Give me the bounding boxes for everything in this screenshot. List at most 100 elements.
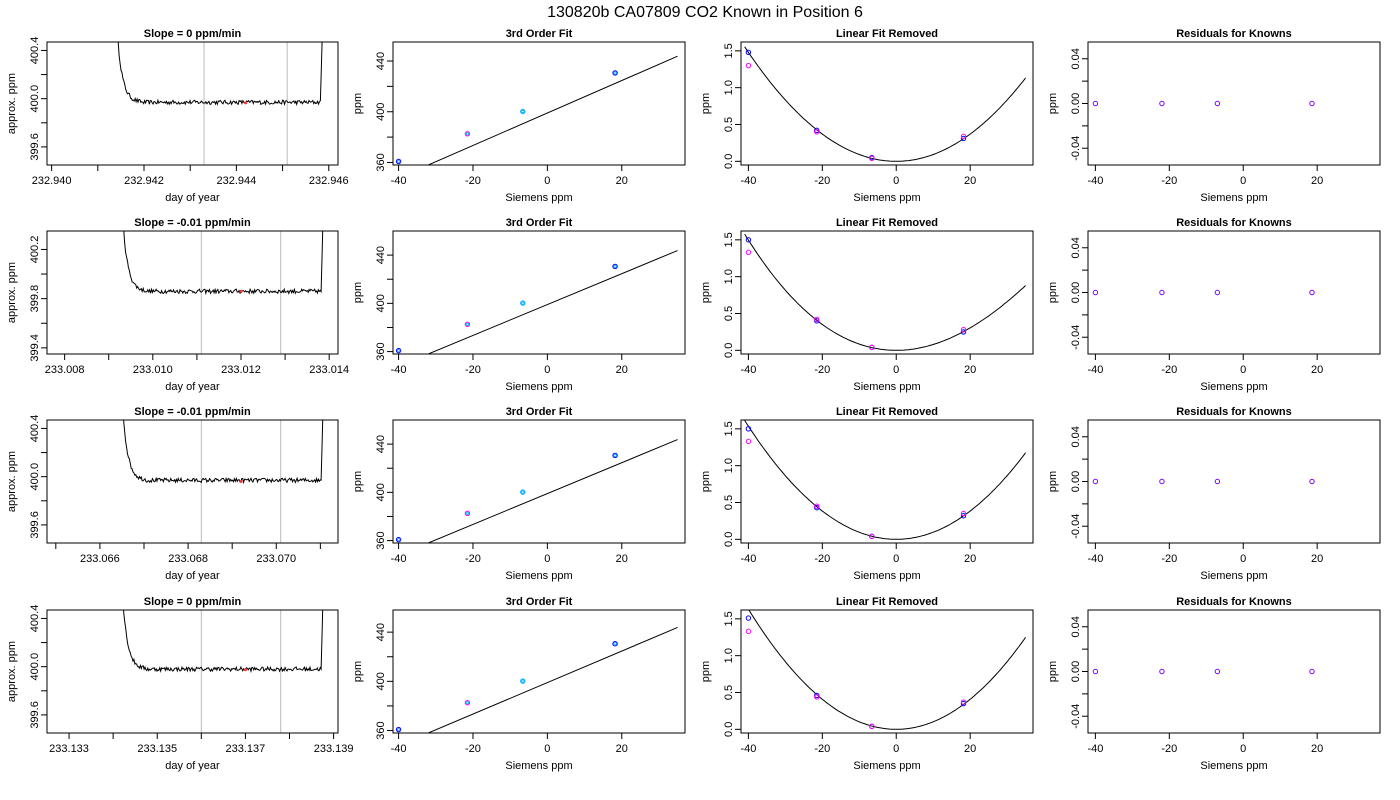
data-point (1159, 478, 1165, 485)
x-tick-label: -40 (740, 553, 756, 565)
y-tick-label: 0.5 (723, 495, 735, 510)
y-axis-label: ppm (352, 282, 364, 303)
fit-line (426, 250, 678, 354)
y-tick-label: 0.5 (723, 306, 735, 321)
data-point-inner (521, 301, 525, 305)
data-point (1309, 289, 1315, 296)
y-axis-label: approx. ppm (6, 451, 18, 512)
x-tick-label: -40 (391, 743, 407, 755)
y-tick-label: 400.0 (29, 463, 41, 491)
x-tick-label: -20 (465, 553, 481, 565)
panel-title: Slope = -0.01 ppm/min (134, 406, 251, 418)
data-point-inner (465, 132, 469, 136)
x-tick-label: -40 (740, 364, 756, 376)
panel-r3-c3: Linear Fit Removed -40 -20 0 20 0.0 0.5 1.0 1.5 S… (700, 406, 1034, 582)
x-tick-label: 0 (893, 743, 899, 755)
data-point-alt (869, 344, 875, 351)
data-point (1214, 100, 1221, 107)
data-point (520, 108, 526, 115)
x-tick-label: -40 (391, 364, 407, 376)
data-point (1092, 100, 1099, 107)
data-point (1309, 478, 1315, 485)
data-point-inner (613, 642, 617, 646)
plot-area (123, 231, 324, 354)
data-point (1309, 100, 1315, 107)
x-tick-label: -20 (814, 175, 830, 187)
plot-area (123, 420, 324, 543)
panel-r4-c3: Linear Fit Removed -40 -20 0 20 0.0 0.5 1.0 1.5 S… (700, 596, 1034, 772)
trace-marker (243, 668, 247, 672)
data-point (1309, 668, 1315, 675)
y-axis-label: approx. ppm (6, 262, 18, 323)
data-point-alt (869, 723, 875, 730)
series-trace (123, 231, 324, 296)
x-axis-label: day of year (165, 760, 220, 772)
y-tick-label: 399.6 (29, 133, 41, 161)
panel-r1-c1: Slope = 0 ppm/min 232.940 232.942 232.944 23… (6, 28, 349, 204)
x-tick-label: 20 (616, 743, 628, 755)
panel-title: Residuals for Knowns (1176, 217, 1292, 229)
x-axis-label: Siemens ppm (853, 192, 920, 204)
x-tick-label: 233.012 (221, 364, 261, 376)
data-point-inner (521, 490, 525, 494)
data-point (1159, 100, 1165, 107)
y-tick-label: 1.0 (723, 648, 735, 663)
x-axis-label: Siemens ppm (1200, 192, 1267, 204)
panel-title: Residuals for Knowns (1176, 406, 1292, 418)
data-point-alt (960, 510, 967, 517)
data-point (464, 321, 471, 328)
plot-frame (1087, 41, 1381, 166)
data-point-alt (745, 249, 752, 256)
x-axis-label: Siemens ppm (853, 381, 920, 393)
plot-frame (46, 41, 339, 166)
panel-title: Linear Fit Removed (836, 28, 938, 40)
panel-r2-c1: Slope = -0.01 ppm/min 233.008 233.010 233.0… (6, 217, 349, 393)
panel-r4-c2: 3rd Order Fit -40 -20 0 20 360 400 440 Siemens p… (352, 596, 686, 772)
data-point (745, 615, 752, 621)
plot-frame (392, 419, 686, 544)
data-point (1092, 668, 1099, 675)
y-axis-label: ppm (1047, 93, 1059, 114)
y-tick-label: 440 (375, 435, 387, 453)
x-tick-label: 20 (1311, 175, 1323, 187)
x-tick-label: 233.008 (45, 364, 85, 376)
panel-r3-c4: Residuals for Knowns -40 -20 0 20 -0.04 0.00 0.… (1047, 406, 1381, 582)
data-point (745, 426, 752, 432)
y-axis-label: approx. ppm (6, 73, 18, 134)
y-tick-label: 0.00 (1070, 282, 1082, 303)
quadratic-curve (744, 233, 1026, 351)
y-tick-label: 399.4 (29, 334, 41, 362)
series-trace (117, 42, 323, 107)
y-tick-label: 0.00 (1070, 661, 1082, 682)
plot-area (426, 250, 678, 354)
y-tick-label: 0.0 (723, 532, 735, 547)
y-tick-label: 1.5 (723, 421, 735, 436)
data-point (395, 536, 402, 543)
data-point (612, 263, 618, 270)
data-point (1214, 289, 1221, 296)
data-point (520, 300, 526, 306)
y-tick-label: -0.04 (1070, 704, 1082, 729)
panel-r2-c3: Linear Fit Removed -40 -20 0 20 0.0 0.5 1.0 1.5 S… (700, 217, 1034, 393)
plot-area (426, 627, 678, 733)
x-tick-label: -40 (1087, 553, 1103, 565)
x-tick-label: -40 (1087, 364, 1103, 376)
data-point-alt (814, 129, 820, 135)
panel-title: Linear Fit Removed (836, 406, 938, 418)
plot-area (744, 420, 1027, 540)
x-tick-label: 233.139 (314, 743, 354, 755)
panels-grid: Slope = 0 ppm/min 232.940 232.942 232.944 23… (6, 28, 1381, 772)
data-point-inner (396, 538, 401, 542)
x-tick-label: -20 (1161, 175, 1177, 187)
data-point-inner (396, 727, 401, 732)
y-tick-label: -0.04 (1070, 514, 1082, 539)
x-tick-label: -20 (814, 743, 830, 755)
series-trace (123, 610, 324, 674)
x-axis-label: Siemens ppm (853, 570, 920, 582)
data-point-alt (869, 155, 875, 162)
data-point (395, 726, 402, 733)
y-tick-label: -0.04 (1070, 136, 1082, 161)
panel-r2-c2: 3rd Order Fit -40 -20 0 20 360 400 440 Siemens p… (352, 217, 686, 393)
x-tick-label: -20 (1161, 743, 1177, 755)
